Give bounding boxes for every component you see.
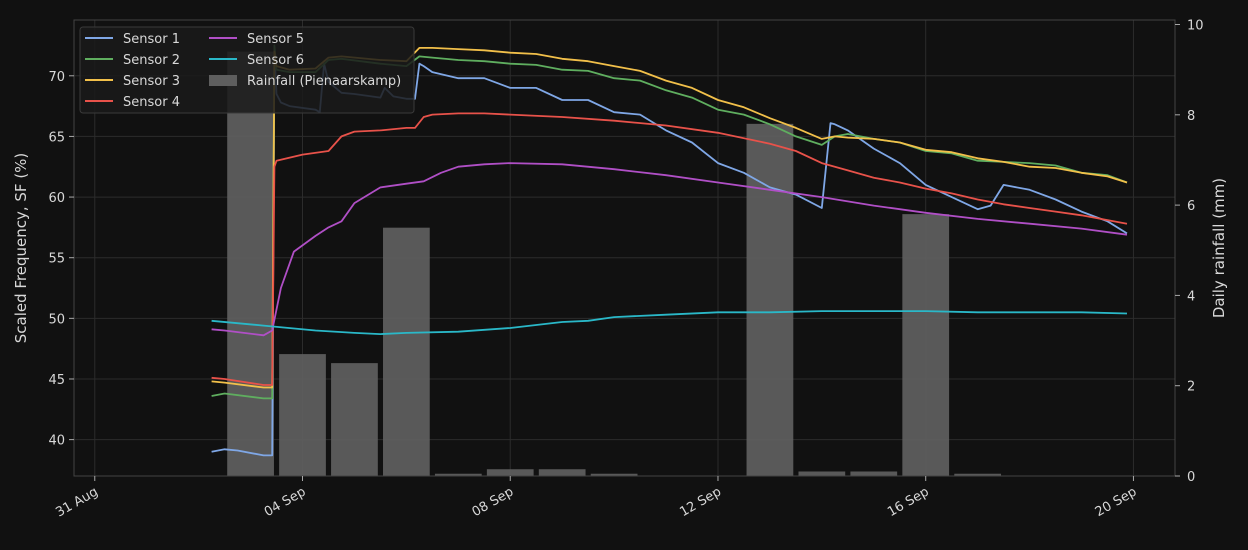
legend-swatch bbox=[209, 75, 237, 86]
series-line-sensor-6 bbox=[211, 310, 1128, 336]
rainfall-bar bbox=[538, 469, 586, 476]
y-tick-label: 60 bbox=[48, 191, 65, 206]
rainfall-bar bbox=[486, 469, 534, 476]
y2-tick-label: 6 bbox=[1187, 199, 1195, 214]
legend-label: Sensor 3 bbox=[123, 74, 180, 89]
rainfall-bar bbox=[590, 473, 638, 476]
legend-label: Sensor 4 bbox=[123, 95, 180, 110]
rainfall-bar bbox=[902, 214, 950, 476]
y2-tick-label: 2 bbox=[1187, 380, 1195, 395]
rainfall-bar bbox=[850, 471, 898, 476]
y-axis-label: Scaled Frequency, SF (%) bbox=[12, 153, 30, 344]
y-tick-label: 40 bbox=[48, 434, 65, 449]
y2-tick-label: 0 bbox=[1187, 470, 1195, 485]
legend-label: Rainfall (Pienaarskamp) bbox=[247, 74, 401, 89]
rainfall-bar bbox=[434, 473, 482, 476]
y2-tick-label: 10 bbox=[1187, 19, 1204, 34]
plot-frame bbox=[73, 19, 1176, 477]
series-line-sensor-5 bbox=[211, 162, 1128, 337]
series-line-sensor-4 bbox=[211, 112, 1128, 386]
y-tick-label: 45 bbox=[48, 373, 65, 388]
legend-label: Sensor 1 bbox=[123, 32, 180, 47]
rainfall-bar bbox=[798, 471, 846, 476]
legend: Sensor 1 Sensor 2 Sensor 3 Sensor 4 Sensor 5… bbox=[79, 26, 415, 114]
y-tick-label: 70 bbox=[48, 70, 65, 85]
y-tick-label: 55 bbox=[48, 252, 65, 267]
y-tick-label: 50 bbox=[48, 312, 65, 327]
legend-label: Sensor 6 bbox=[247, 53, 304, 68]
rainfall-bar bbox=[279, 354, 326, 476]
legend-label: Sensor 2 bbox=[123, 53, 180, 68]
rainfall-bar bbox=[954, 473, 1002, 476]
legend-box bbox=[79, 26, 415, 114]
y2-tick-label: 8 bbox=[1187, 109, 1195, 124]
rainfall-bar bbox=[227, 51, 274, 476]
legend-label: Sensor 5 bbox=[247, 32, 304, 47]
rainfall-bar bbox=[746, 123, 794, 476]
y-tick-label: 65 bbox=[48, 130, 65, 145]
rainfall-bars bbox=[227, 51, 1002, 476]
rainfall-bar bbox=[383, 227, 430, 476]
y2-tick-label: 4 bbox=[1187, 289, 1195, 304]
y2-axis-label: Daily rainfall (mm) bbox=[1210, 178, 1228, 318]
rainfall-bar bbox=[331, 363, 378, 476]
